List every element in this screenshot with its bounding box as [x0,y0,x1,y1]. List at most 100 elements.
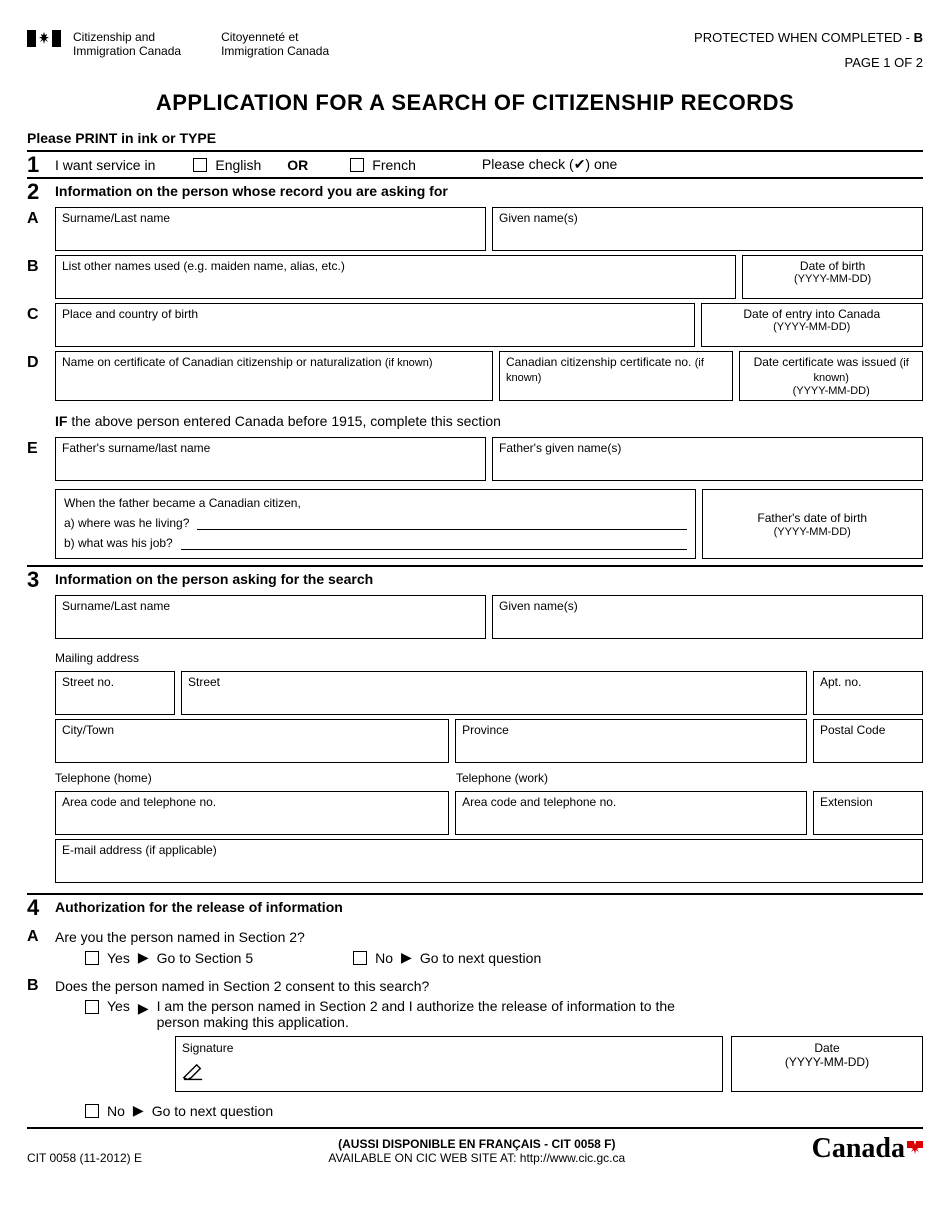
email-field[interactable]: E-mail address (if applicable) [55,839,923,883]
section-2-header: Information on the person whose record y… [55,179,923,203]
page-number: PAGE 1 OF 2 [694,55,923,70]
city-field[interactable]: City/Town [55,719,449,763]
4a-yes-checkbox[interactable] [85,951,99,965]
section-3-mailing-label: Mailing address [27,643,923,667]
dept-fr-line1: Citoyenneté et [221,30,329,44]
form-title: APPLICATION FOR A SEARCH OF CITIZENSHIP … [27,90,923,116]
street-no-field[interactable]: Street no. [55,671,175,715]
section-3-name: Surname/Last name Given name(s) [27,595,923,639]
english-label: English [215,157,261,173]
form-id: CIT 0058 (11-2012) E [27,1151,142,1165]
section-4b-question: Does the person named in Section 2 conse… [55,974,923,998]
extension-field[interactable]: Extension [813,791,923,835]
section-3-city: City/Town Province Postal Code [27,719,923,763]
section-2b-letter: B [27,255,55,299]
cert-date-field[interactable]: Date certificate was issued (if known) (… [739,351,923,401]
protected-level: B [914,30,923,45]
father-questions-box[interactable]: When the father became a Canadian citize… [55,489,696,559]
section-2-num: 2 [27,179,55,203]
entry-date-field[interactable]: Date of entry into Canada (YYYY-MM-DD) [701,303,924,347]
section-2d: D Name on certificate of Canadian citize… [27,351,923,401]
section-2e-questions: When the father became a Canadian citize… [27,485,923,559]
dept-en-line2: Immigration Canada [73,44,181,58]
canada-wordmark: Canada [812,1133,923,1165]
check-hint: Please check (✔) one [482,156,617,173]
section-3-num: 3 [27,567,55,591]
section-4-num: 4 [27,895,55,919]
canada-flag-icon [27,30,61,47]
section-3-tel-labels: Telephone (home) Telephone (work) [27,771,923,787]
or-label: OR [287,157,308,173]
section-1: 1 I want service in English OR French Pl… [27,150,923,177]
french-availability: (AUSSI DISPONIBLE EN FRANÇAIS - CIT 0058… [142,1137,812,1151]
signature-date-field[interactable]: Date (YYYY-MM-DD) [731,1036,923,1092]
section-3-tel: Area code and telephone no. Area code an… [27,791,923,835]
section-2d-letter: D [27,351,55,401]
father-dob-field[interactable]: Father's date of birth (YYYY-MM-DD) [702,489,924,559]
section-4b-letter: B [27,974,55,1119]
section-4b: B Does the person named in Section 2 con… [27,974,923,1119]
arrow-icon: ▶ [133,1102,144,1119]
pre-1915-note-row: IF the above person entered Canada befor… [27,405,923,433]
section-2e-letter: E [27,437,55,481]
signature-field[interactable]: Signature [175,1036,723,1092]
father-given-field[interactable]: Father's given name(s) [492,437,923,481]
tel-home-field[interactable]: Area code and telephone no. [55,791,449,835]
apt-field[interactable]: Apt. no. [813,671,923,715]
dept-en-line1: Citizenship and [73,30,181,44]
section-2e: E Father's surname/last name Father's gi… [27,437,923,481]
arrow-icon: ▶ [401,949,412,966]
section-2c-letter: C [27,303,55,347]
father-living-line[interactable] [197,516,686,530]
postal-field[interactable]: Postal Code [813,719,923,763]
section-4a-letter: A [27,925,55,966]
arrow-icon: ▶ [138,949,149,966]
header-right: PROTECTED WHEN COMPLETED - B PAGE 1 OF 2 [694,30,923,70]
arrow-icon: ▶ [138,1000,149,1017]
section-2c: C Place and country of birth Date of ent… [27,303,923,347]
section-3-header: Information on the person asking for the… [55,567,923,591]
section-4-header-row: 4 Authorization for the release of infor… [27,893,923,919]
protected-label: PROTECTED WHEN COMPLETED - [694,30,914,45]
father-surname-field[interactable]: Father's surname/last name [55,437,486,481]
section-2b: B List other names used (e.g. maiden nam… [27,255,923,299]
pen-icon [182,1063,204,1081]
surname-field[interactable]: Surname/Last name [55,207,486,251]
dept-fr-line2: Immigration Canada [221,44,329,58]
4b-yes-checkbox[interactable] [85,1000,99,1014]
father-job-line[interactable] [181,536,687,550]
requester-surname-field[interactable]: Surname/Last name [55,595,486,639]
cert-no-field[interactable]: Canadian citizenship certificate no. (if… [499,351,733,401]
page-footer: CIT 0058 (11-2012) E (AUSSI DISPONIBLE E… [27,1129,923,1165]
4b-no-checkbox[interactable] [85,1104,99,1118]
4a-no-checkbox[interactable] [353,951,367,965]
section-4a: A Are you the person named in Section 2?… [27,925,923,966]
english-checkbox[interactable] [193,158,207,172]
pre-1915-text: the above person entered Canada before 1… [67,413,501,429]
section-2a-letter: A [27,207,55,251]
section-2a: A Surname/Last name Given name(s) [27,207,923,251]
french-checkbox[interactable] [350,158,364,172]
cert-name-field[interactable]: Name on certificate of Canadian citizens… [55,351,493,401]
street-field[interactable]: Street [181,671,807,715]
dob-field[interactable]: Date of birth (YYYY-MM-DD) [742,255,923,299]
department-names: Citizenship and Immigration Canada Citoy… [73,30,329,59]
website-availability: AVAILABLE ON CIC WEB SITE AT: http://www… [142,1151,812,1165]
section-1-num: 1 [27,152,55,177]
service-in-label: I want service in [55,157,155,173]
section-3-email: E-mail address (if applicable) [27,839,923,883]
maple-leaf-icon [907,1133,923,1149]
tel-work-field[interactable]: Area code and telephone no. [455,791,807,835]
province-field[interactable]: Province [455,719,807,763]
section-4a-question: Are you the person named in Section 2? [55,925,923,949]
french-label: French [372,157,416,173]
print-instruction: Please PRINT in ink or TYPE [27,130,923,146]
section-3-street: Street no. Street Apt. no. [27,671,923,715]
page-header: Citizenship and Immigration Canada Citoy… [27,30,923,70]
section-2-header-row: 2 Information on the person whose record… [27,177,923,203]
requester-given-field[interactable]: Given name(s) [492,595,923,639]
place-birth-field[interactable]: Place and country of birth [55,303,695,347]
given-names-field[interactable]: Given name(s) [492,207,923,251]
other-names-field[interactable]: List other names used (e.g. maiden name,… [55,255,736,299]
section-4-header: Authorization for the release of informa… [55,895,923,919]
